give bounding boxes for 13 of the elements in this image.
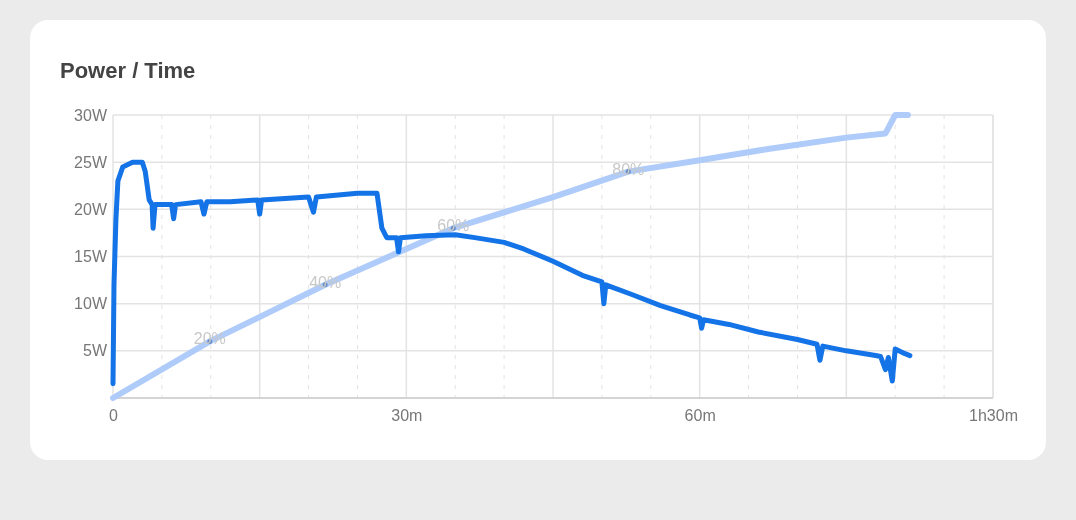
y-tick-label: 25W: [74, 153, 108, 171]
y-tick-label: 15W: [74, 248, 108, 266]
y-tick-label: 10W: [74, 295, 108, 313]
y-tick-label: 20W: [74, 200, 108, 218]
chart-title: Power / Time: [60, 58, 196, 83]
x-tick-label: 60m: [684, 407, 716, 425]
x-tick-label: 30m: [391, 407, 423, 425]
x-tick-label: 0: [109, 407, 119, 425]
y-tick-label: 30W: [74, 106, 108, 124]
data-label: 60%: [437, 217, 470, 235]
x-tick-label: 1h30m: [969, 407, 1018, 425]
y-tick-label: 5W: [83, 342, 108, 360]
data-label: 80%: [612, 160, 645, 178]
